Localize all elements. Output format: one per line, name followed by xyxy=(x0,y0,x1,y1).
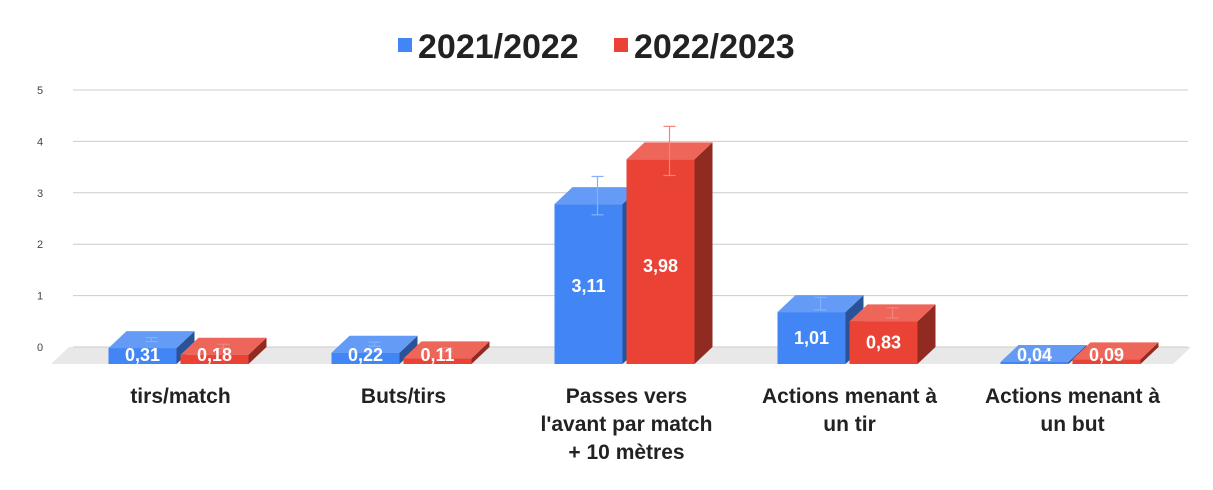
bar-0-0 xyxy=(108,348,177,364)
x-tick-label-2-2: + 10 mètres xyxy=(568,441,684,464)
bar-1-4 xyxy=(1072,359,1141,364)
bar-1-2 xyxy=(626,159,695,364)
legend-label-2022-2023: 2022/2023 xyxy=(634,28,795,66)
y-tick-label-3: 3 xyxy=(37,188,43,200)
x-tick-label-3-0: Actions menant à xyxy=(762,385,937,408)
x-tick-label-1-0: Buts/tirs xyxy=(361,385,446,408)
bar-1-0 xyxy=(180,354,249,364)
x-tick-label-2-0: Passes vers xyxy=(566,385,687,408)
data-label-0-1: 0,22 xyxy=(348,345,383,365)
y-tick-label-2: 2 xyxy=(37,239,43,251)
bar-0-1 xyxy=(331,352,400,364)
x-tick-label-0-0: tirs/match xyxy=(130,385,230,408)
x-tick-label-3-1: un tir xyxy=(823,413,876,436)
data-label-1-1: 0,11 xyxy=(420,345,454,365)
data-label-0-4: 0,04 xyxy=(1017,345,1052,365)
legend-swatch-2021-2022 xyxy=(398,38,412,52)
legend: 2021/2022 2022/2023 xyxy=(398,28,795,66)
x-tick-label-4-0: Actions menant à xyxy=(985,385,1160,408)
bar-side-1-0 xyxy=(248,337,267,364)
y-tick-label-0: 0 xyxy=(37,342,43,354)
data-label-1-4: 0,09 xyxy=(1089,345,1124,365)
bar-0-2 xyxy=(554,204,623,364)
bar-side-0-1 xyxy=(399,335,418,364)
bar-1-1 xyxy=(403,358,472,364)
data-label-1-3: 0,83 xyxy=(866,333,901,353)
y-tick-label-4: 4 xyxy=(37,136,43,148)
bar-0-3 xyxy=(777,312,846,364)
bar-0-4 xyxy=(1000,361,1069,364)
bar-side-1-3 xyxy=(917,304,936,364)
data-labels: 0,31 0,18 0,22 0,11 3,11 3,98 1,01 0,83 0,04 0,09 xyxy=(125,256,1124,365)
bar-side-1-4 xyxy=(1140,342,1159,364)
error-bars xyxy=(145,125,1122,357)
data-label-0-0: 0,31 xyxy=(125,345,160,365)
data-label-0-2: 3,11 xyxy=(571,276,605,296)
bar-side-1-1 xyxy=(471,341,490,364)
data-label-1-0: 0,18 xyxy=(197,345,232,365)
data-label-0-3: 1,01 xyxy=(794,328,829,348)
bar-1-3 xyxy=(849,321,918,364)
x-tick-label-2-1: l'avant par match xyxy=(541,413,713,436)
legend-swatch-2022-2023 xyxy=(614,38,628,52)
y-axis: 0 1 2 3 4 5 xyxy=(37,85,43,354)
data-label-1-2: 3,98 xyxy=(643,256,678,276)
bar-side-1-2 xyxy=(694,142,713,364)
x-tick-label-4-1: un but xyxy=(1040,413,1104,436)
legend-label-2021-2022: 2021/2022 xyxy=(418,28,579,66)
y-tick-label-1: 1 xyxy=(37,291,43,303)
bars xyxy=(108,142,1159,364)
y-tick-label-5: 5 xyxy=(37,85,43,97)
x-axis-labels: tirs/match Buts/tirs Passes vers l'avant pa… xyxy=(130,385,1160,464)
